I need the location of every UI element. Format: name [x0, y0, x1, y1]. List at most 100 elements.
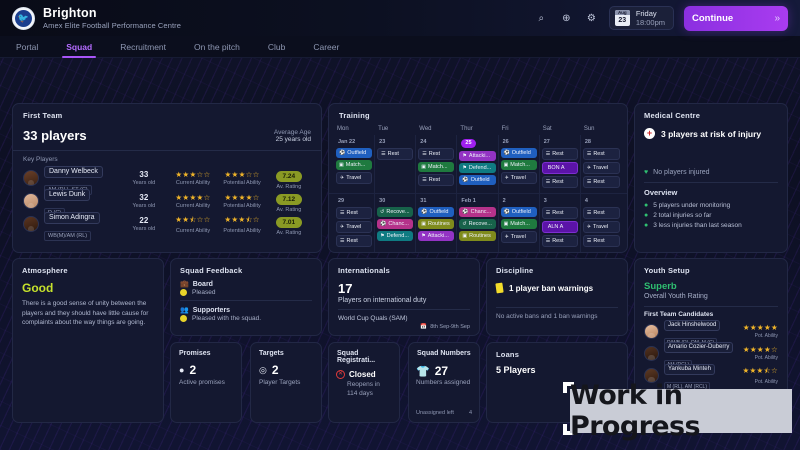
training-day-cell[interactable]: 27 ☰ Rest BON A ☰ Rest: [540, 135, 581, 193]
training-event[interactable]: ✈ Travel: [582, 162, 620, 174]
training-day-cell[interactable]: 4 ☰ Rest ✈ Travel ☰ Rest: [581, 194, 622, 252]
training-day-cell[interactable]: 26 ⚽ Outfield ▣ Match... ✈ Travel: [499, 135, 540, 193]
training-event[interactable]: ✈ Travel: [500, 172, 537, 184]
training-event[interactable]: ⚑ Attacki...: [418, 231, 455, 241]
youth-candidate-name[interactable]: Amario Cozier-Duberry: [664, 342, 734, 353]
training-event[interactable]: ☰ Rest: [541, 148, 578, 160]
training-event[interactable]: ▣ Match...: [500, 160, 537, 170]
training-day-cell[interactable]: Jan 22 ⚽ Outfield ▣ Match... ✈ Travel: [334, 135, 376, 193]
training-event[interactable]: ☰ Rest: [541, 207, 578, 219]
monitor-icon: ●: [644, 201, 649, 209]
atmosphere-card[interactable]: Atmosphere Good There is a good sense of…: [12, 258, 164, 423]
training-day-cell[interactable]: Feb 1 ⚽ Chanc... ↺ Recove... ▣ Routines: [457, 194, 499, 252]
training-event[interactable]: ⚽ Outfield: [500, 148, 537, 158]
internationals-card[interactable]: Internationals 17 Players on internation…: [328, 258, 480, 336]
training-event[interactable]: ✈ Travel: [582, 221, 620, 233]
training-event[interactable]: ▣ Routines: [459, 231, 496, 241]
training-event[interactable]: ✈ Travel: [336, 172, 373, 184]
training-event[interactable]: ⚑ Defend...: [377, 231, 414, 241]
training-day-cell[interactable]: 3 ☰ Rest ALN A ☰ Rest: [540, 194, 581, 252]
training-day-cell[interactable]: 24 ☰ Rest ▣ Match... ☰ Rest: [416, 135, 458, 193]
training-event[interactable]: ⚽ Outfield: [418, 207, 455, 217]
potential-ability-caption: Potential Ability: [223, 179, 261, 186]
squad-feedback-card[interactable]: Squad Feedback 💼 Board Pleased 👥 Support…: [170, 258, 322, 336]
player-name[interactable]: Danny Welbeck: [44, 165, 103, 178]
training-event[interactable]: ↺ Recove...: [459, 219, 496, 229]
training-event-label: Routines: [428, 220, 450, 227]
player-name[interactable]: Simon Adingra: [44, 211, 100, 224]
training-event[interactable]: ☰ Rest: [541, 176, 578, 188]
continue-button[interactable]: Continue »: [684, 5, 788, 31]
training-event[interactable]: ▣ Routines: [418, 219, 455, 229]
youth-candidate-name[interactable]: Yankuba Minteh: [664, 364, 715, 375]
settings-gear-icon[interactable]: ⚙: [586, 12, 596, 24]
training-event[interactable]: ☰ Rest: [377, 148, 414, 160]
nav-item-career[interactable]: Career: [313, 41, 340, 52]
training-event[interactable]: ☰ Rest: [582, 235, 620, 247]
club-identity[interactable]: 🐦 Brighton Amex Elite Football Performan…: [12, 6, 181, 30]
medical-centre-card[interactable]: Medical Centre + 3 players at risk of in…: [634, 103, 788, 253]
training-event[interactable]: ☰ Rest: [336, 235, 373, 247]
training-event[interactable]: ⚽ Outfield: [336, 148, 373, 158]
training-event-icon: ↺: [462, 220, 467, 227]
training-day-cell[interactable]: 25 ⚑ Attacki... ⚑ Defend... ⚽ Outfield: [457, 135, 499, 193]
nav-item-on-the-pitch[interactable]: On the pitch: [194, 41, 240, 52]
training-event[interactable]: ⚑ Attacki...: [459, 151, 496, 161]
nav-item-portal[interactable]: Portal: [16, 41, 39, 52]
training-day-cell[interactable]: 28 ☰ Rest ✈ Travel ☰ Rest: [581, 135, 622, 193]
training-event[interactable]: ☰ Rest: [582, 148, 620, 160]
date-widget[interactable]: Aug 23 Friday 18:00pm: [608, 6, 674, 30]
training-day-cell[interactable]: 31 ⚽ Outfield ▣ Routines ⚑ Attacki...: [416, 194, 458, 252]
training-event[interactable]: BON A: [541, 162, 578, 174]
average-age-value: 25 years old: [275, 136, 311, 143]
training-event[interactable]: ▣ Match...: [418, 162, 455, 172]
promises-card[interactable]: Promises ● 2 Active promises: [170, 342, 242, 423]
youth-candidate-row[interactable]: Yankuba Minteh M (RL), AM (RCL) ★★★⯪☆ Pot. …: [635, 364, 787, 392]
training-event-label: Travel: [510, 174, 526, 181]
training-event[interactable]: ✈ Travel: [500, 231, 537, 243]
training-day-cell[interactable]: 29 ☰ Rest ✈ Travel ☰ Rest: [334, 194, 376, 252]
training-event[interactable]: ⚽ Outfield: [459, 175, 496, 185]
training-event-icon: ✈: [340, 174, 345, 181]
loans-value: 5 Players: [496, 365, 536, 375]
training-event[interactable]: ✈ Travel: [336, 221, 373, 233]
first-team-card[interactable]: First Team 33 players Average Age 25 yea…: [12, 103, 322, 253]
training-event-label: Chanc...: [470, 208, 492, 215]
training-day-cell[interactable]: 2 ⚽ Outfield ▣ Match... ✈ Travel: [499, 194, 540, 252]
training-event[interactable]: ⚽ Outfield: [500, 207, 537, 217]
training-event[interactable]: ⚽ Chanc...: [459, 207, 496, 217]
training-event[interactable]: ↺ Recove...: [377, 207, 414, 217]
training-day-cell[interactable]: 30 ↺ Recove... ⚽ Chanc... ⚑ Defend...: [375, 194, 417, 252]
training-event[interactable]: ☰ Rest: [541, 235, 578, 247]
training-event[interactable]: ⚑ Defend...: [459, 163, 496, 173]
youth-candidate-name[interactable]: Jack Hinshelwood: [664, 320, 721, 331]
search-icon[interactable]: ⌕: [538, 12, 545, 24]
targets-card[interactable]: Targets ◎ 2 Player Targets: [250, 342, 322, 423]
training-event[interactable]: ☰ Rest: [582, 176, 620, 188]
player-name[interactable]: Lewis Dunk: [44, 188, 91, 201]
training-event[interactable]: ▣ Match...: [336, 160, 373, 170]
squad-numbers-card[interactable]: Squad Numbers 👕 27 Numbers assigned Unas…: [408, 342, 480, 423]
training-event[interactable]: ☰ Rest: [418, 148, 455, 160]
discipline-card[interactable]: Discipline 1 player ban warnings No acti…: [486, 258, 628, 336]
training-event-icon: ▣: [503, 161, 509, 168]
nav-item-recruitment[interactable]: Recruitment: [120, 41, 167, 52]
training-event[interactable]: ALN A: [541, 221, 578, 233]
key-player-row[interactable]: Simon Adingra WB(M)/AM (RL) 22 Years old ★★⯪…: [13, 211, 321, 241]
globe-icon[interactable]: ⊕: [562, 12, 571, 24]
training-event[interactable]: ☰ Rest: [336, 207, 373, 219]
training-event[interactable]: ⚽ Chanc...: [377, 219, 414, 229]
app-header: 🐦 Brighton Amex Elite Football Performan…: [0, 0, 800, 36]
training-event[interactable]: ☰ Rest: [582, 207, 620, 219]
training-event[interactable]: ☰ Rest: [418, 174, 455, 186]
nav-item-club[interactable]: Club: [267, 41, 286, 52]
training-day-cell[interactable]: 23 ☰ Rest: [375, 135, 417, 193]
squad-registration-card[interactable]: Squad Registrati... ✕ Closed Reopens in …: [328, 342, 400, 423]
divider: [644, 182, 778, 183]
training-event[interactable]: ▣ Match...: [500, 219, 537, 229]
nav-item-squad[interactable]: Squad: [52, 36, 106, 58]
training-event-icon: ☰: [545, 178, 551, 185]
loans-card[interactable]: Loans 5 Players: [486, 342, 628, 423]
training-card[interactable]: Training Mon Tue Wed Thur Fri Sat Sun Jan 22 ⚽ O…: [328, 103, 628, 253]
